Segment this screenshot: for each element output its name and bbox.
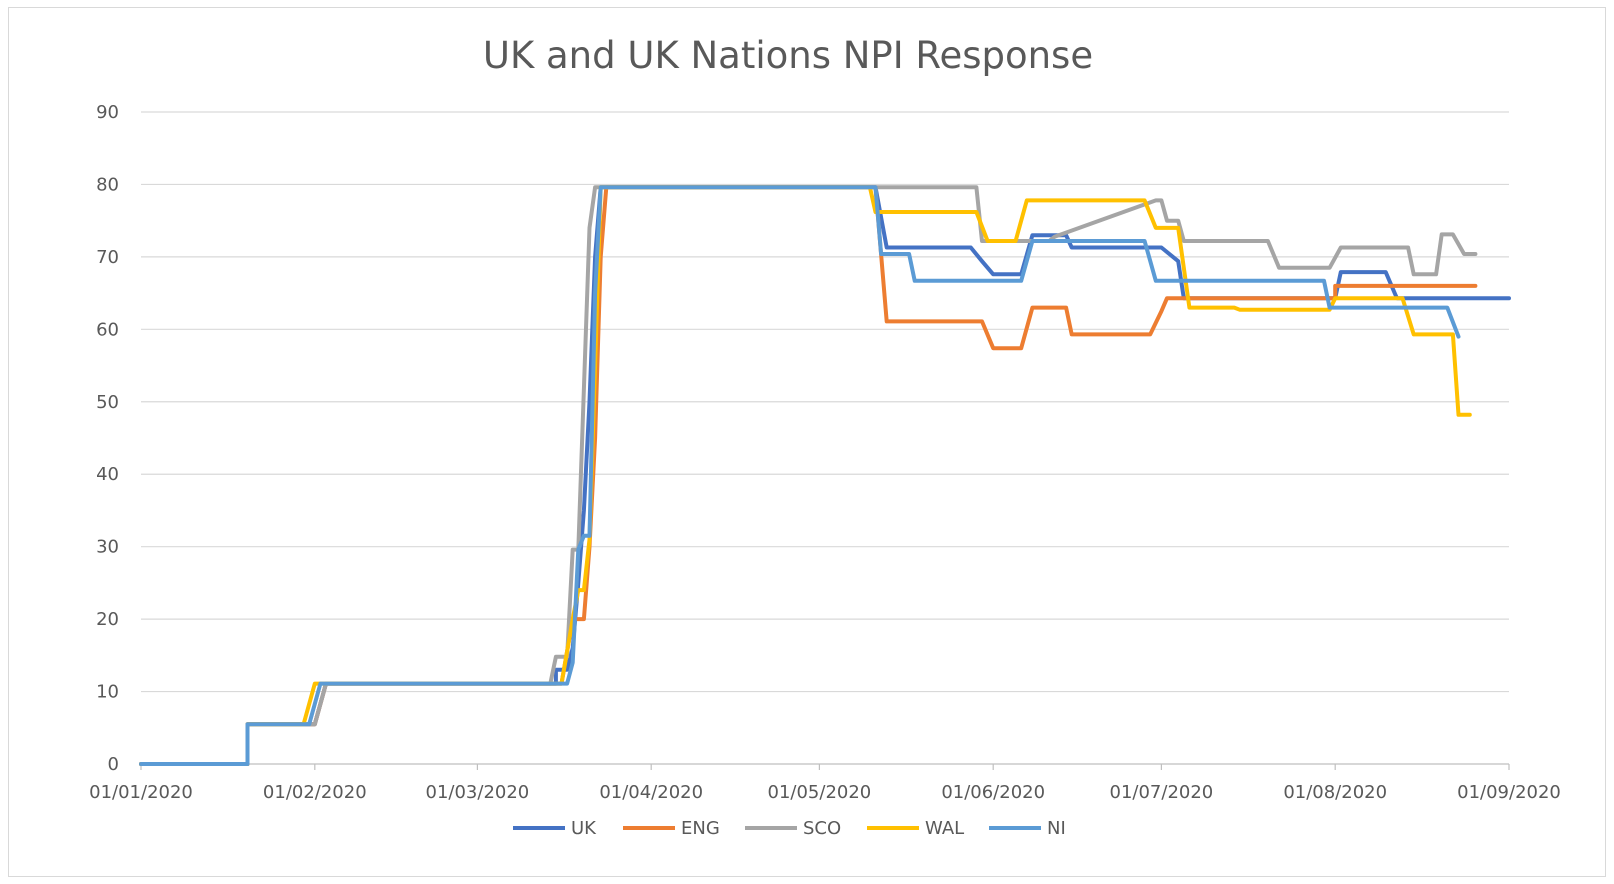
legend-label-sco: SCO: [803, 818, 841, 839]
gridlines: [141, 111, 1509, 693]
series-line-ni: [139, 185, 1461, 766]
legend-label-wal: WAL: [925, 818, 964, 839]
legend: UK ENG SCO WAL NI: [513, 818, 1066, 839]
y-tick-label: 0: [108, 754, 119, 775]
y-tick-label: 50: [96, 392, 119, 413]
y-tick-label: 10: [96, 682, 119, 703]
x-tick-label: 01/04/2020: [599, 782, 703, 803]
x-tick-label: 01/09/2020: [1457, 782, 1561, 803]
x-tick-label: 01/03/2020: [426, 782, 530, 803]
series-line-sco: [139, 185, 1478, 766]
y-tick-label: 70: [96, 247, 119, 268]
y-tick-label: 80: [96, 174, 119, 195]
x-tick-label: 01/07/2020: [1110, 782, 1214, 803]
series-lines: [139, 185, 1511, 766]
x-tick-label: 01/06/2020: [941, 782, 1045, 803]
y-tick-label: 30: [96, 537, 119, 558]
y-tick-label: 20: [96, 609, 119, 630]
series-line-eng: [139, 185, 1478, 766]
series-line-uk: [139, 185, 1511, 766]
line-chart: UK and UK Nations NPI Response 0 10 20 30 40…: [89, 34, 1561, 839]
y-tick-label: 90: [96, 102, 119, 123]
y-tick-label: 40: [96, 464, 119, 485]
legend-label-uk: UK: [571, 818, 597, 839]
x-tick-label: 01/02/2020: [263, 782, 367, 803]
x-axis: [140, 763, 1510, 770]
y-axis-tick-labels: 0 10 20 30 40 50 60 70 80 90: [96, 102, 119, 775]
chart-title: UK and UK Nations NPI Response: [483, 34, 1093, 77]
series-line-wal: [139, 185, 1472, 766]
y-tick-label: 60: [96, 319, 119, 340]
legend-label-eng: ENG: [681, 818, 720, 839]
x-tick-label: 01/08/2020: [1283, 782, 1387, 803]
x-tick-label: 01/01/2020: [89, 782, 193, 803]
x-axis-tick-labels: 01/01/2020 01/02/2020 01/03/2020 01/04/2020…: [89, 782, 1561, 803]
chart-frame: UK and UK Nations NPI Response 0 10 20 30 40…: [8, 7, 1606, 877]
legend-label-ni: NI: [1047, 818, 1066, 839]
x-tick-label: 01/05/2020: [768, 782, 872, 803]
